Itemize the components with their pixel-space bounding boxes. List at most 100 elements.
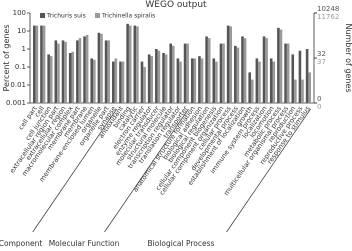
group-label: Molecular Function <box>49 239 120 248</box>
bar <box>42 25 46 104</box>
bar <box>104 40 108 103</box>
y2-tick-label: 0 <box>317 103 321 111</box>
bar <box>248 72 251 103</box>
bar <box>35 25 39 104</box>
bar <box>205 36 208 103</box>
bar <box>121 61 125 103</box>
bar <box>61 40 65 103</box>
bar <box>291 54 295 103</box>
y-axis-label: Percent of genes <box>2 24 11 91</box>
bar <box>284 43 287 103</box>
group-bracket <box>32 108 118 233</box>
bar <box>78 38 82 104</box>
y2-tick-label: 11762 <box>317 13 339 21</box>
bar <box>128 25 132 104</box>
bar <box>57 43 60 103</box>
bar <box>83 36 86 103</box>
bar <box>71 51 75 103</box>
bar <box>100 33 103 103</box>
y2-tick-label: 0 <box>317 95 321 103</box>
y-tick-label: 1 <box>22 45 26 53</box>
bar <box>155 49 158 103</box>
bar <box>262 36 266 103</box>
bar <box>215 61 218 103</box>
bar <box>140 61 144 103</box>
bar <box>236 47 240 103</box>
y-tick-label: 10 <box>17 27 26 35</box>
y-tick-label: 0.01 <box>10 81 26 89</box>
bar <box>97 32 101 103</box>
bar <box>250 79 254 103</box>
bar <box>176 58 180 103</box>
bar <box>183 43 187 103</box>
bar <box>76 40 79 103</box>
y2-tick-label: 37 <box>317 58 326 66</box>
group-label: Biological Process <box>147 239 214 248</box>
bar <box>265 38 268 104</box>
y2-tick-label: 32 <box>317 50 326 58</box>
bar <box>169 43 172 103</box>
bar <box>279 29 283 103</box>
bar <box>107 40 110 103</box>
bar <box>286 43 290 103</box>
bar <box>190 58 194 103</box>
y-tick-label: 0.1 <box>15 63 26 71</box>
bar <box>207 38 211 104</box>
bar <box>47 54 50 103</box>
group-bracket <box>226 108 311 233</box>
bar <box>186 43 189 103</box>
bar <box>255 58 259 103</box>
legend-label: Trichuris suis <box>46 13 86 20</box>
bar <box>136 26 139 104</box>
chart-title: WEGO output <box>145 0 207 10</box>
bar <box>243 38 247 104</box>
bar <box>226 25 230 104</box>
y-tick-label: 0.001 <box>6 99 26 107</box>
bar <box>193 58 197 103</box>
bar <box>212 58 216 103</box>
legend-swatch <box>95 13 100 18</box>
bar <box>150 56 154 103</box>
bar <box>164 54 168 103</box>
bar <box>111 61 115 103</box>
bar <box>298 50 302 103</box>
bar <box>294 79 297 103</box>
bar <box>162 52 165 103</box>
legend-swatch <box>40 13 45 18</box>
bar <box>272 61 276 103</box>
legend-label: Trichinella spiralis <box>101 13 155 20</box>
bar <box>308 72 311 103</box>
bar <box>172 45 175 103</box>
bar <box>126 23 129 103</box>
bar <box>305 49 309 103</box>
bar <box>64 41 67 103</box>
bar <box>114 58 118 103</box>
bar <box>143 67 146 103</box>
y2-tick-label: 10248 <box>317 5 339 13</box>
bar <box>241 36 244 103</box>
bar <box>200 58 204 103</box>
bar <box>277 27 280 104</box>
bar <box>157 50 161 103</box>
bar <box>33 25 36 104</box>
bar <box>49 56 53 103</box>
group-label: Cellular Component <box>0 239 42 248</box>
bar <box>234 45 237 103</box>
bar <box>85 34 89 103</box>
bar <box>219 43 223 103</box>
y-tick-label: 100 <box>13 9 26 17</box>
bar <box>258 61 261 103</box>
bar <box>40 25 43 104</box>
bar <box>54 40 58 103</box>
bar <box>301 79 304 103</box>
bar <box>68 52 72 103</box>
bar <box>133 25 137 104</box>
group-bracket <box>104 108 189 233</box>
bar <box>93 59 96 103</box>
y2-axis-label: Number of genes <box>344 23 352 92</box>
bar <box>179 61 182 103</box>
bar <box>198 56 201 103</box>
bar <box>90 58 94 103</box>
bar <box>269 58 273 103</box>
